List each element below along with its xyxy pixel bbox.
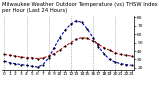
Text: Milwaukee Weather Outdoor Temperature (vs) THSW Index per Hour (Last 24 Hours): Milwaukee Weather Outdoor Temperature (v…	[2, 2, 157, 13]
